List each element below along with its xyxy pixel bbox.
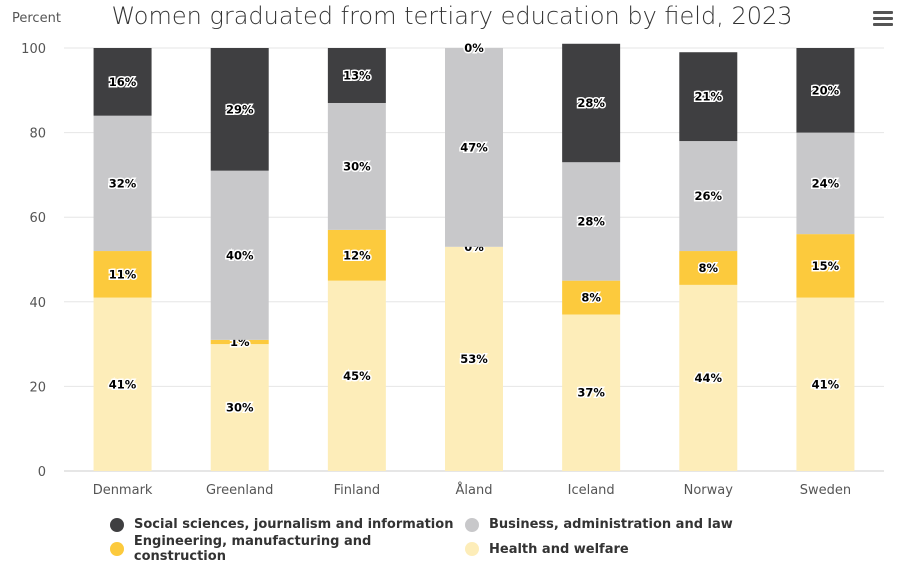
x-tick-label: Finland (334, 483, 380, 498)
bar-segment[interactable] (327, 48, 386, 103)
data-label: 40% (226, 248, 254, 262)
data-label: 41% (812, 377, 840, 391)
data-label: 0% (464, 41, 484, 55)
bar-segment[interactable] (679, 284, 738, 471)
y-axis-label: Percent (12, 11, 61, 26)
bar-segment[interactable] (327, 229, 386, 281)
bar-segment[interactable] (796, 234, 855, 298)
legend-label: Social sciences, journalism and informat… (134, 517, 454, 532)
y-tick-label: 0 (38, 465, 46, 480)
bar-segment[interactable] (445, 48, 503, 247)
y-tick-label: 80 (29, 127, 46, 142)
legend-item[interactable]: Health and welfare (465, 534, 785, 564)
x-tick-label: Greenland (206, 483, 273, 498)
data-label: 28% (577, 96, 605, 110)
legend-item[interactable]: Engineering, manufacturing and construct… (110, 534, 465, 564)
data-label: 41% (109, 377, 137, 391)
bar-segment[interactable] (796, 48, 855, 133)
bar-segment[interactable] (562, 314, 621, 471)
data-label: 47% (460, 140, 488, 154)
bar-segment[interactable] (210, 344, 269, 471)
legend: Social sciences, journalism and informat… (110, 517, 790, 564)
bar-segment[interactable] (796, 132, 855, 235)
bar-segment[interactable] (562, 162, 621, 281)
legend-marker-icon (110, 542, 124, 556)
bar-segment[interactable] (327, 102, 386, 230)
bar-segment[interactable] (679, 52, 738, 142)
chart-plot: 02040608010041%11%32%16%Denmark30%1%40%2… (21, 40, 884, 498)
y-tick-label: 60 (29, 211, 46, 226)
data-label: 21% (695, 90, 723, 104)
data-label: 13% (343, 68, 371, 82)
data-label: 20% (812, 83, 840, 97)
data-label: 45% (343, 369, 371, 383)
bar-segment[interactable] (445, 246, 503, 471)
data-label: 24% (812, 176, 840, 190)
legend-label: Business, administration and law (489, 517, 733, 532)
data-label: 8% (581, 291, 601, 305)
data-label: 26% (695, 189, 723, 203)
x-tick-label: Norway (684, 483, 734, 498)
bar-segment[interactable] (562, 43, 621, 163)
data-label: 44% (695, 371, 723, 385)
bar-segment[interactable] (93, 48, 152, 116)
legend-marker-icon (465, 542, 479, 556)
legend-item[interactable]: Business, administration and law (465, 517, 785, 532)
data-label: 11% (109, 267, 137, 281)
x-tick-label: Åland (456, 482, 493, 498)
bar-segment[interactable] (210, 48, 269, 171)
bar-segment[interactable] (562, 280, 621, 315)
bar-segment[interactable] (93, 115, 152, 252)
legend-label: Health and welfare (489, 541, 629, 557)
bar-segment[interactable] (679, 141, 738, 252)
bar-segment[interactable] (327, 280, 386, 471)
data-label: 53% (460, 352, 488, 366)
hamburger-menu-icon[interactable] (873, 11, 893, 27)
legend-item[interactable]: Social sciences, journalism and informat… (110, 517, 465, 532)
y-tick-label: 100 (21, 42, 46, 57)
data-label: 32% (109, 176, 137, 190)
data-label: 16% (109, 75, 137, 89)
data-label: 28% (577, 214, 605, 228)
legend-label: Engineering, manufacturing and construct… (133, 534, 372, 564)
x-tick-label: Sweden (800, 483, 851, 498)
y-tick-label: 20 (29, 380, 46, 395)
bar-segment[interactable] (93, 251, 152, 298)
data-label: 29% (226, 102, 254, 116)
bar-segment[interactable] (210, 339, 269, 345)
legend-marker-icon (465, 517, 479, 532)
data-label: 30% (226, 401, 254, 415)
data-label: 37% (577, 386, 605, 400)
chart-title: Women graduated from tertiary education … (111, 2, 793, 30)
y-tick-label: 40 (29, 296, 46, 311)
bar-segment[interactable] (210, 170, 269, 340)
bar-segment[interactable] (679, 251, 738, 285)
x-tick-label: Denmark (93, 483, 153, 498)
data-label: 30% (343, 159, 371, 173)
bar-segment[interactable] (93, 297, 152, 471)
legend-marker-icon (110, 517, 124, 532)
data-label: 15% (812, 259, 840, 273)
data-label: 12% (343, 248, 371, 262)
x-tick-label: Iceland (568, 483, 615, 498)
data-label: 8% (699, 261, 719, 275)
bar-segment[interactable] (796, 297, 855, 471)
